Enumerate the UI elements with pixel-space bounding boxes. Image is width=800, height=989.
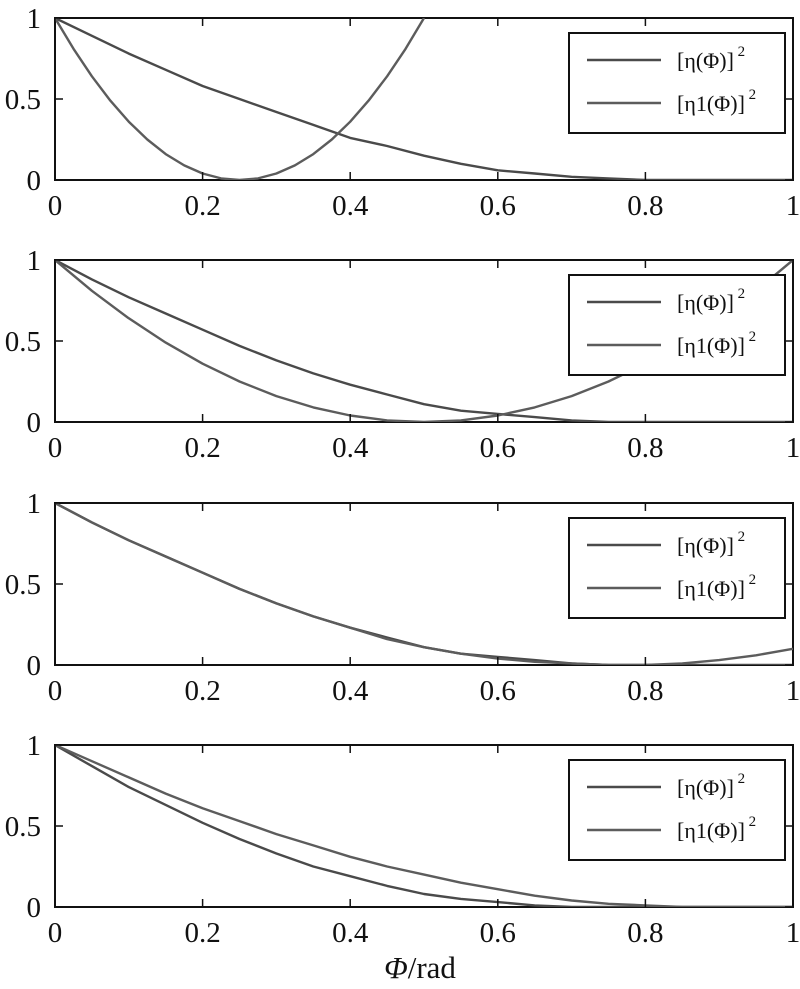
- x-tick-label: 0: [48, 432, 63, 464]
- x-axis-symbol: Φ: [384, 950, 408, 985]
- y-tick-label: 0: [27, 650, 42, 682]
- y-tick-label: 0: [27, 407, 42, 439]
- series-line-2: [55, 18, 426, 180]
- y-tick-label: 0.5: [5, 811, 41, 843]
- legend-label-exponent: 2: [734, 286, 745, 302]
- legend: [η(Φ)] 2[η1(Φ)] 2: [568, 517, 786, 619]
- y-tick-label: 1: [27, 245, 42, 277]
- legend-label-exponent: 2: [745, 572, 756, 588]
- x-tick-label: 0.8: [627, 432, 663, 464]
- y-tick-label: 0.5: [5, 84, 41, 116]
- chart-panel-3: 0 0.2 0.4 0.6 0.8 100.51[η(Φ)] 2[η1(Φ)] 2: [5, 488, 800, 707]
- y-tick-label: 0.5: [5, 326, 41, 358]
- legend-label-2: [η1(Φ)] 2: [677, 572, 756, 601]
- legend-box: [568, 759, 786, 861]
- x-tick-label: 0: [48, 190, 63, 222]
- legend: [η(Φ)] 2[η1(Φ)] 2: [568, 759, 786, 861]
- legend-label-exponent: 2: [745, 87, 756, 103]
- series-group: [55, 503, 793, 665]
- x-tick-label: 0.8: [627, 675, 663, 707]
- x-tick-label: 1: [786, 917, 800, 949]
- legend-label-2: [η1(Φ)] 2: [677, 329, 756, 358]
- legend-label-1: [η(Φ)] 2: [677, 44, 745, 73]
- series-line-2: [55, 745, 793, 907]
- legend-label-base: [η(Φ)]: [677, 533, 734, 558]
- x-tick-label: 0.4: [332, 675, 369, 707]
- x-tick-label: 0.8: [627, 917, 663, 949]
- legend-label-1: [η(Φ)] 2: [677, 771, 745, 800]
- legend-label-base: [η(Φ)]: [677, 48, 734, 73]
- x-axis-label: Φ/rad: [384, 950, 456, 985]
- series-line-1: [55, 745, 793, 907]
- x-tick-label: 0.2: [184, 917, 220, 949]
- x-tick-label: 0.6: [480, 432, 516, 464]
- legend: [η(Φ)] 2[η1(Φ)] 2: [568, 32, 786, 134]
- chart-panel-1: 0 0.2 0.4 0.6 0.8 100.51[η(Φ)] 2[η1(Φ)] 2: [5, 3, 800, 222]
- x-tick-label: 1: [786, 190, 800, 222]
- x-tick-label: 0.4: [332, 432, 369, 464]
- legend-box: [568, 274, 786, 376]
- series-line-1: [55, 18, 793, 180]
- legend-label-base: [η1(Φ)]: [677, 91, 745, 116]
- x-tick-label: 0.2: [184, 675, 220, 707]
- series-group: [55, 745, 793, 907]
- x-tick-label: 0.4: [332, 190, 369, 222]
- series-group: [55, 18, 793, 180]
- legend-label-1: [η(Φ)] 2: [677, 529, 745, 558]
- legend-label-exponent: 2: [734, 771, 745, 787]
- legend-label-exponent: 2: [745, 329, 756, 345]
- x-tick-label: 0: [48, 917, 63, 949]
- legend-label-exponent: 2: [745, 814, 756, 830]
- x-axis-unit: /rad: [408, 950, 457, 985]
- chart-panel-2: 0 0.2 0.4 0.6 0.8 100.51[η(Φ)] 2[η1(Φ)] 2: [5, 245, 800, 464]
- x-tick-label: 1: [786, 432, 800, 464]
- y-tick-label: 0: [27, 892, 42, 924]
- y-tick-label: 0.5: [5, 569, 41, 601]
- y-tick-label: 0: [27, 165, 42, 197]
- legend: [η(Φ)] 2[η1(Φ)] 2: [568, 274, 786, 376]
- legend-label-exponent: 2: [734, 529, 745, 545]
- legend-label-base: [η(Φ)]: [677, 775, 734, 800]
- legend-label-2: [η1(Φ)] 2: [677, 814, 756, 843]
- y-tick-label: 1: [27, 488, 42, 520]
- x-tick-label: 0.6: [480, 675, 516, 707]
- series-line-1: [55, 260, 793, 422]
- legend-label-exponent: 2: [734, 44, 745, 60]
- legend-label-2: [η1(Φ)] 2: [677, 87, 756, 116]
- y-tick-label: 1: [27, 730, 42, 762]
- legend-label-base: [η1(Φ)]: [677, 576, 745, 601]
- series-line-2: [55, 503, 793, 665]
- x-tick-label: 0: [48, 675, 63, 707]
- legend-label-base: [η1(Φ)]: [677, 333, 745, 358]
- y-tick-label: 1: [27, 3, 42, 35]
- x-tick-label: 0.8: [627, 190, 663, 222]
- x-tick-label: 0.6: [480, 190, 516, 222]
- x-tick-label: 0.2: [184, 190, 220, 222]
- legend-box: [568, 32, 786, 134]
- legend-label-base: [η1(Φ)]: [677, 818, 745, 843]
- x-tick-label: 0.2: [184, 432, 220, 464]
- legend-label-1: [η(Φ)] 2: [677, 286, 745, 315]
- x-tick-label: 1: [786, 675, 800, 707]
- legend-label-base: [η(Φ)]: [677, 290, 734, 315]
- chart-panel-4: 0 0.2 0.4 0.6 0.8 100.51[η(Φ)] 2[η1(Φ)] 2: [5, 730, 800, 949]
- x-tick-label: 0.6: [480, 917, 516, 949]
- x-tick-label: 0.4: [332, 917, 369, 949]
- legend-box: [568, 517, 786, 619]
